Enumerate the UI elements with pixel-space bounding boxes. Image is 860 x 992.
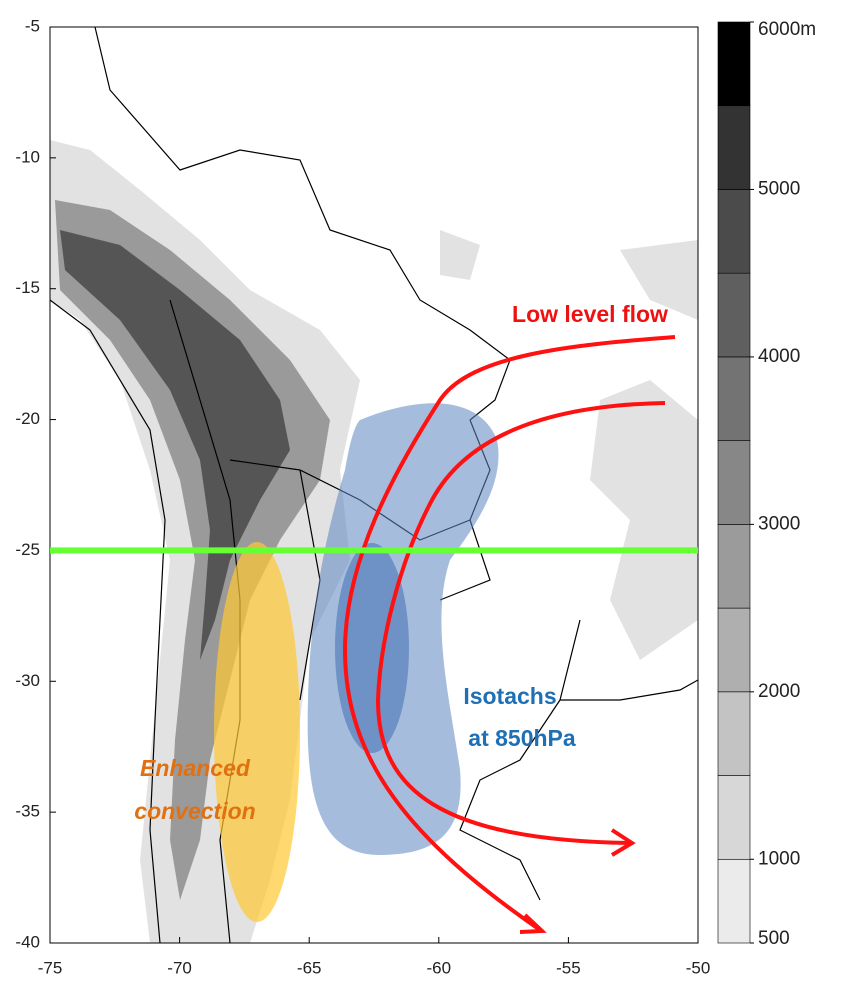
colorbar: 500 1000 2000 3000 4000 5000 6000m xyxy=(717,19,816,949)
x-tick-label: -65 xyxy=(297,958,322,977)
y-tick-label: -25 xyxy=(15,540,40,559)
flow-label: Low level flow xyxy=(512,301,668,327)
plot-frame xyxy=(49,26,699,944)
colorbar-box xyxy=(717,691,751,776)
colorbar-label: 500 xyxy=(758,928,790,949)
y-tick-label: -20 xyxy=(15,409,40,428)
y-tick-label: -5 xyxy=(25,16,40,35)
isotach-core xyxy=(335,543,409,753)
colorbar-label: 3000 xyxy=(758,513,800,534)
colorbar-label: 6000m xyxy=(758,19,816,40)
colorbar-box xyxy=(717,356,751,441)
colorbar-box xyxy=(717,858,751,944)
colorbar-box xyxy=(717,21,751,107)
colorbar-box xyxy=(717,440,751,525)
y-tick-label: -40 xyxy=(15,932,40,951)
colorbar-box xyxy=(717,189,751,274)
convection-label: Enhanced xyxy=(140,755,251,781)
colorbar-label: 4000 xyxy=(758,346,800,367)
colorbar-box xyxy=(717,105,751,190)
colorbar-label: 2000 xyxy=(758,681,800,702)
y-tick-label: -10 xyxy=(15,147,40,166)
isotach-label: at 850hPa xyxy=(468,725,576,751)
colorbar-label: 5000 xyxy=(758,178,800,199)
convection-area xyxy=(214,542,300,922)
y-tick-label: -30 xyxy=(15,671,40,690)
isotach-label: Isotachs xyxy=(463,683,556,709)
x-tick-label: -70 xyxy=(167,958,192,977)
axes: -75 -70 -65 -60 -55 -50 -5 -10 -15 -20 -25 -30 -35 -4… xyxy=(15,16,710,977)
colorbar-box xyxy=(717,524,751,609)
y-tick-label: -35 xyxy=(15,802,40,821)
x-tick-label: -55 xyxy=(556,958,581,977)
colorbar-box xyxy=(717,607,751,693)
convection-label: convection xyxy=(134,798,255,824)
x-tick-label: -75 xyxy=(38,958,63,977)
colorbar-label: 1000 xyxy=(758,848,800,869)
x-tick-label: -60 xyxy=(427,958,452,977)
y-tick-label: -15 xyxy=(15,278,40,297)
colorbar-box xyxy=(717,272,751,358)
flow-arrows xyxy=(342,335,676,934)
colorbar-box xyxy=(717,775,751,860)
x-tick-label: -50 xyxy=(686,958,711,977)
